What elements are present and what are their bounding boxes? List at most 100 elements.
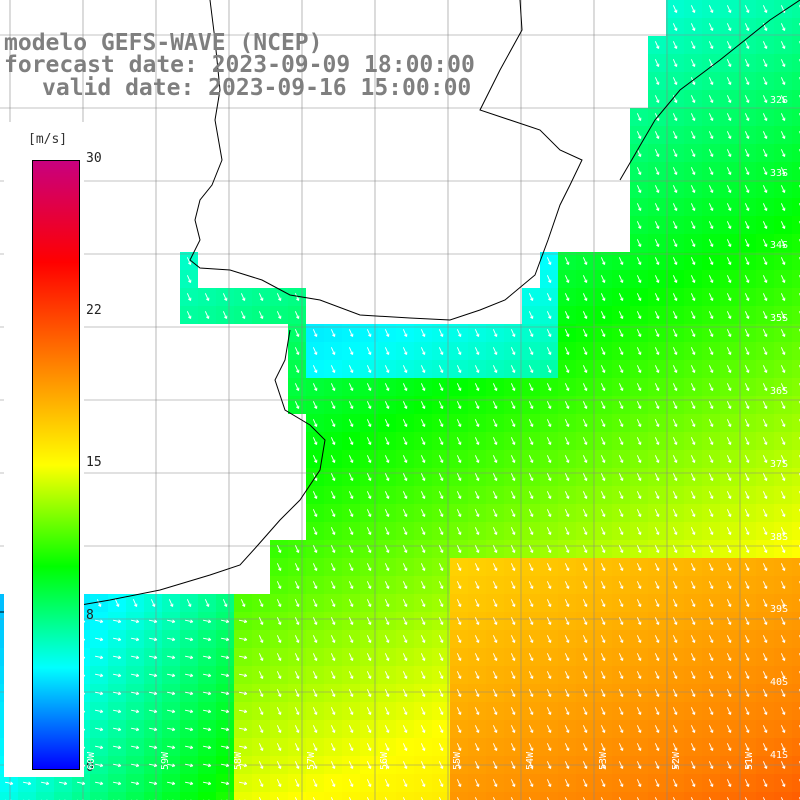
wind-arrow bbox=[330, 689, 336, 698]
wind-arrow bbox=[690, 725, 696, 734]
wind-arrow bbox=[402, 329, 408, 338]
wind-arrow bbox=[330, 473, 336, 482]
wind-arrow bbox=[456, 653, 462, 662]
wind-arrow bbox=[564, 779, 570, 788]
wind-arrow bbox=[600, 581, 606, 590]
wind-arrow bbox=[600, 563, 606, 572]
wind-cell bbox=[396, 792, 414, 800]
wind-arrow bbox=[726, 221, 732, 230]
wind-arrow bbox=[708, 509, 714, 518]
wind-arrow bbox=[564, 761, 570, 770]
wind-arrow bbox=[708, 365, 714, 374]
wind-arrow bbox=[202, 745, 212, 750]
wind-arrow bbox=[474, 617, 480, 626]
wind-arrow bbox=[690, 401, 696, 410]
wind-arrow bbox=[654, 203, 660, 212]
wind-arrow bbox=[546, 617, 552, 626]
wind-arrow bbox=[744, 761, 750, 770]
wind-arrow bbox=[672, 113, 678, 122]
wind-arrow bbox=[546, 437, 552, 446]
wind-arrow bbox=[600, 617, 606, 626]
wind-arrow bbox=[546, 599, 552, 608]
wind-arrow bbox=[564, 455, 570, 464]
wind-arrow bbox=[294, 401, 300, 410]
wind-arrow bbox=[312, 527, 318, 536]
wind-arrow bbox=[564, 545, 570, 554]
wind-cell bbox=[792, 252, 800, 270]
wind-arrow bbox=[402, 653, 408, 662]
wind-arrow bbox=[510, 563, 516, 572]
wind-arrow bbox=[94, 655, 104, 660]
wind-arrow bbox=[420, 473, 426, 482]
wind-arrow bbox=[708, 203, 714, 212]
wind-arrow bbox=[672, 797, 676, 800]
wind-arrow bbox=[366, 761, 372, 770]
wind-arrow bbox=[546, 383, 552, 392]
wind-arrow bbox=[220, 727, 230, 732]
wind-arrow bbox=[202, 763, 212, 768]
wind-arrow bbox=[726, 77, 732, 86]
wind-cell bbox=[414, 792, 432, 800]
wind-arrow bbox=[780, 149, 786, 158]
wind-arrow bbox=[438, 653, 444, 662]
wind-arrow bbox=[492, 401, 498, 410]
wind-arrow bbox=[744, 671, 750, 680]
wind-arrow bbox=[672, 707, 678, 716]
wind-arrow bbox=[762, 131, 768, 140]
wind-arrow bbox=[780, 563, 786, 572]
wind-arrow bbox=[276, 293, 282, 302]
wind-arrow bbox=[294, 311, 300, 320]
wind-arrow bbox=[456, 797, 460, 800]
wind-arrow bbox=[654, 725, 660, 734]
wind-arrow bbox=[474, 491, 480, 500]
wind-arrow bbox=[726, 779, 732, 788]
wind-arrow bbox=[726, 275, 732, 284]
wind-arrow bbox=[708, 635, 714, 644]
wind-cell bbox=[792, 684, 800, 702]
wind-arrow bbox=[708, 689, 714, 698]
wind-arrow bbox=[456, 635, 462, 644]
wind-arrow bbox=[148, 727, 158, 732]
wind-arrow bbox=[166, 727, 176, 732]
wind-arrow bbox=[312, 761, 318, 770]
wind-arrow bbox=[148, 655, 158, 660]
wind-arrow bbox=[528, 671, 534, 680]
wind-arrow bbox=[654, 527, 660, 536]
wind-arrow bbox=[690, 779, 696, 788]
wind-arrow bbox=[672, 383, 678, 392]
wind-arrow bbox=[474, 671, 480, 680]
wind-arrow bbox=[708, 293, 714, 302]
wind-arrow bbox=[94, 727, 104, 732]
wind-arrow bbox=[528, 743, 534, 752]
wind-arrow bbox=[546, 635, 552, 644]
wind-arrow bbox=[312, 383, 318, 392]
wind-arrow bbox=[276, 671, 282, 680]
wind-arrow bbox=[672, 239, 678, 248]
lon-label: 57W bbox=[306, 751, 317, 770]
wind-arrow bbox=[492, 743, 498, 752]
wind-arrow bbox=[690, 347, 696, 356]
wind-arrow bbox=[546, 455, 552, 464]
wind-arrow bbox=[762, 689, 768, 698]
wind-cell bbox=[792, 36, 800, 54]
wind-arrow bbox=[654, 563, 660, 572]
wind-arrow bbox=[366, 527, 372, 536]
wind-arrow bbox=[312, 509, 318, 518]
wind-arrow bbox=[600, 383, 606, 392]
wind-arrow bbox=[744, 455, 750, 464]
wind-arrow bbox=[762, 779, 768, 788]
wind-arrow bbox=[348, 599, 354, 608]
wind-arrow bbox=[600, 545, 606, 554]
wind-arrow bbox=[130, 637, 140, 642]
wind-arrow bbox=[636, 419, 642, 428]
wind-arrow bbox=[600, 707, 606, 716]
wind-arrow bbox=[348, 545, 354, 554]
wind-arrow bbox=[690, 41, 696, 50]
wind-arrow bbox=[582, 671, 588, 680]
wind-arrow bbox=[202, 727, 212, 732]
wind-arrow bbox=[654, 95, 660, 104]
wind-arrow bbox=[312, 329, 318, 338]
wind-arrow bbox=[762, 293, 768, 302]
wind-arrow bbox=[456, 761, 462, 770]
wind-arrow bbox=[492, 779, 498, 788]
